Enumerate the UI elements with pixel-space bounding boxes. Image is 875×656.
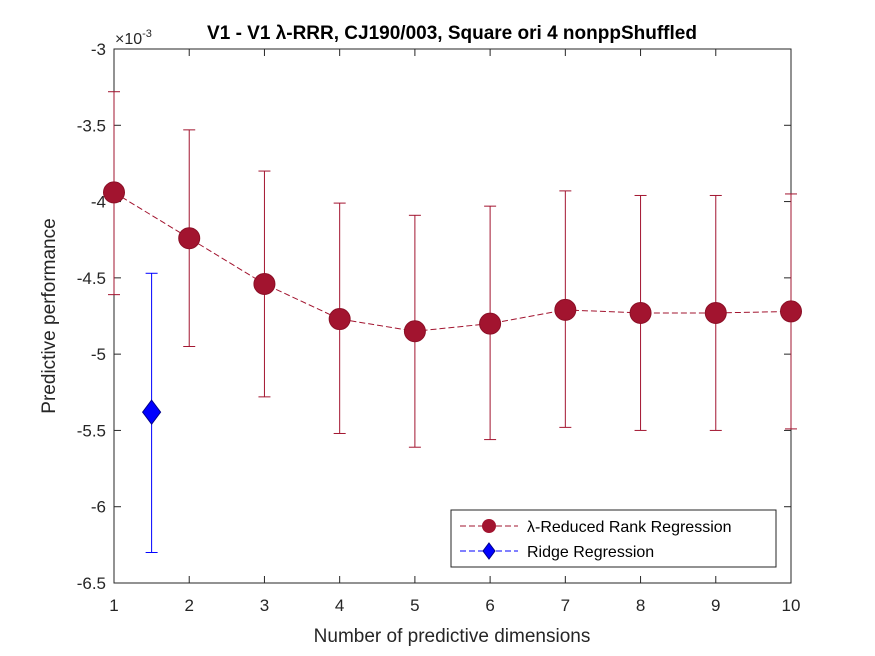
data-point-rrr [403, 320, 426, 343]
data-point-rrr [479, 312, 502, 335]
x-tick-label: 5 [410, 596, 419, 615]
x-axis-label: Number of predictive dimensions [314, 626, 591, 647]
y-tick-label: -3 [91, 40, 106, 59]
x-tick-label: 2 [184, 596, 193, 615]
legend-box [450, 509, 777, 568]
data-point-rrr [629, 301, 652, 324]
x-tick-label: 6 [485, 596, 494, 615]
data-point-rrr [328, 308, 351, 331]
data-point-rrr [704, 301, 727, 324]
legend-label-rrr: λ-Reduced Rank Regression [527, 519, 732, 536]
data-point-rrr [780, 300, 802, 323]
x-tick-label: 4 [335, 596, 344, 615]
y-tick-label: -6.5 [77, 574, 106, 593]
x-tick-label: 9 [711, 596, 720, 615]
x-tick-label: 3 [260, 596, 269, 615]
y-tick-label: -4 [91, 193, 106, 212]
y-axis-label: Predictive performance [39, 218, 60, 413]
chart-title: V1 - V1 λ-RRR, CJ190/003, Square ori 4 n… [207, 23, 697, 44]
y-tick-label: -6 [91, 498, 106, 517]
x-tick-label: 7 [561, 596, 570, 615]
data-point-rrr [253, 272, 276, 295]
legend-marker-rrr [482, 519, 496, 533]
data-marks [103, 91, 802, 553]
y-tick-label: -5 [91, 345, 106, 364]
plot-area [113, 48, 792, 584]
legend-marker-ridge [482, 542, 496, 560]
series-line-rrr [113, 191, 792, 332]
y-tick-label: -4.5 [77, 269, 106, 288]
legend: λ-Reduced Rank Regression Ridge Regressi… [450, 509, 777, 568]
exponent-label: ×10-3 [115, 28, 152, 48]
y-tick-label: -5.5 [77, 421, 106, 440]
data-point-rrr [554, 298, 577, 321]
axis-ticks: 1 2 3 4 5 6 7 8 9 10 -3 -3.5 -4 -4.5 -5 -5.5 -6 -6.5 [77, 40, 801, 615]
data-point-rrr [178, 227, 201, 250]
x-tick-label: 1 [109, 596, 118, 615]
x-tick-label: 8 [636, 596, 645, 615]
legend-label-ridge: Ridge Regression [527, 544, 654, 561]
x-tick-label: 10 [782, 596, 801, 615]
data-point-ridge [141, 399, 162, 425]
y-tick-label: -3.5 [77, 116, 106, 135]
data-point-rrr [103, 181, 125, 204]
